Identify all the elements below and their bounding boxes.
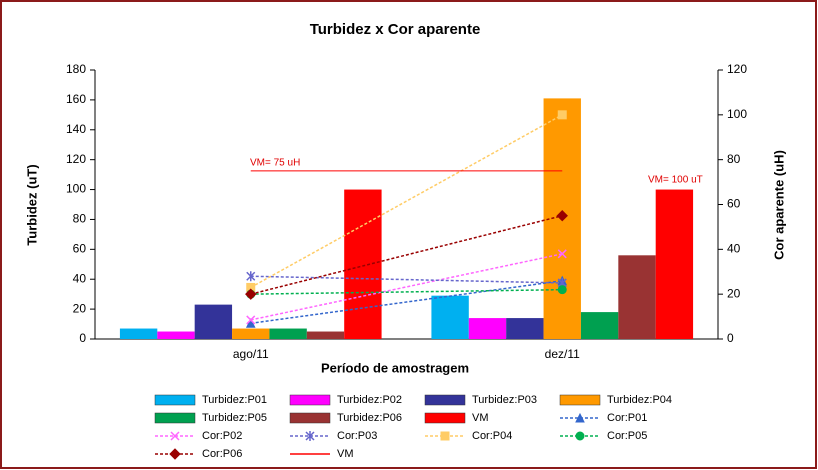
line <box>250 275 563 284</box>
marker <box>557 110 567 120</box>
bar <box>506 318 544 339</box>
y-tick-label: 180 <box>66 62 86 76</box>
y-tick-label: 100 <box>66 182 86 196</box>
marker <box>245 318 256 328</box>
annotation: VM= 75 uH <box>250 158 300 169</box>
legend-label: Turbidez:P02 <box>337 394 402 406</box>
y-tick-label: 20 <box>73 301 87 315</box>
y-tick-label: 40 <box>73 271 87 285</box>
line <box>250 288 563 295</box>
marker <box>246 271 256 282</box>
annotation: VM= 100 uT <box>648 175 703 186</box>
legend-label: Cor:P01 <box>607 412 647 424</box>
bar <box>194 304 233 339</box>
marker <box>557 249 567 259</box>
bar <box>655 189 694 339</box>
line <box>250 279 563 325</box>
legend-marker <box>305 431 315 441</box>
bar <box>468 318 507 339</box>
legend-swatch <box>154 394 196 406</box>
legend-marker <box>575 431 585 441</box>
legend-marker <box>170 431 180 441</box>
marker <box>556 210 568 222</box>
y2-tick-label: 120 <box>727 62 747 76</box>
legend-label: Turbidez:P05 <box>202 412 267 424</box>
y2-tick-label: 80 <box>727 152 741 166</box>
marker <box>245 288 257 300</box>
y-tick-label: 160 <box>66 92 86 106</box>
y2-tick-label: 0 <box>727 331 734 345</box>
y-tick-label: 60 <box>73 242 87 256</box>
y2-tick-label: 40 <box>727 242 741 256</box>
bar <box>344 189 382 339</box>
y-tick-label: 0 <box>79 331 86 345</box>
legend-swatch <box>289 394 331 406</box>
x-tick-label: dez/11 <box>545 347 580 361</box>
legend-swatch <box>424 412 466 424</box>
bar <box>119 328 158 339</box>
legend-swatch <box>154 412 196 424</box>
y-tick-label: 140 <box>66 122 86 136</box>
bar <box>431 295 469 339</box>
legend-label: Turbidez:P03 <box>472 394 537 406</box>
bar <box>618 255 656 339</box>
bar <box>232 328 270 339</box>
y2-tick-label: 60 <box>727 197 741 211</box>
legend-marker <box>169 448 181 460</box>
legend-label: Cor:P05 <box>607 430 647 442</box>
line <box>250 214 563 295</box>
legend-swatch <box>559 394 601 406</box>
bar <box>306 331 345 339</box>
line <box>250 114 563 289</box>
legend-label: Cor:P04 <box>472 430 512 442</box>
legend-label: Turbidez:P06 <box>337 412 402 424</box>
legend-label: VM <box>337 448 354 460</box>
y2-axis-title: Cor aparente (uH) <box>771 150 786 260</box>
bar <box>157 331 195 339</box>
legend-label: Turbidez:P04 <box>607 394 672 406</box>
legend-swatch <box>289 412 331 424</box>
y-axis-title: Turbidez (uT) <box>24 164 39 245</box>
marker <box>246 315 256 325</box>
y2-tick-label: 100 <box>727 107 747 121</box>
legend-label: Turbidez:P01 <box>202 394 267 406</box>
legend-label: Cor:P06 <box>202 448 242 460</box>
marker <box>557 285 567 295</box>
bar <box>580 312 619 339</box>
legend-label: Cor:P03 <box>337 430 377 442</box>
legend-marker <box>440 431 450 441</box>
legend-label: Cor:P02 <box>202 430 242 442</box>
bar <box>269 328 307 339</box>
x-tick-label: ago/11 <box>233 347 269 361</box>
legend-swatch <box>424 394 466 406</box>
legend-label: VM <box>472 412 489 424</box>
chart-title: Turbidez x Cor aparente <box>310 21 481 38</box>
y2-tick-label: 20 <box>727 286 741 300</box>
x-axis-title: Período de amostragem <box>321 360 469 375</box>
y-tick-label: 120 <box>66 152 86 166</box>
line <box>250 253 563 321</box>
legend-marker <box>575 412 585 423</box>
y-tick-label: 80 <box>73 212 87 226</box>
